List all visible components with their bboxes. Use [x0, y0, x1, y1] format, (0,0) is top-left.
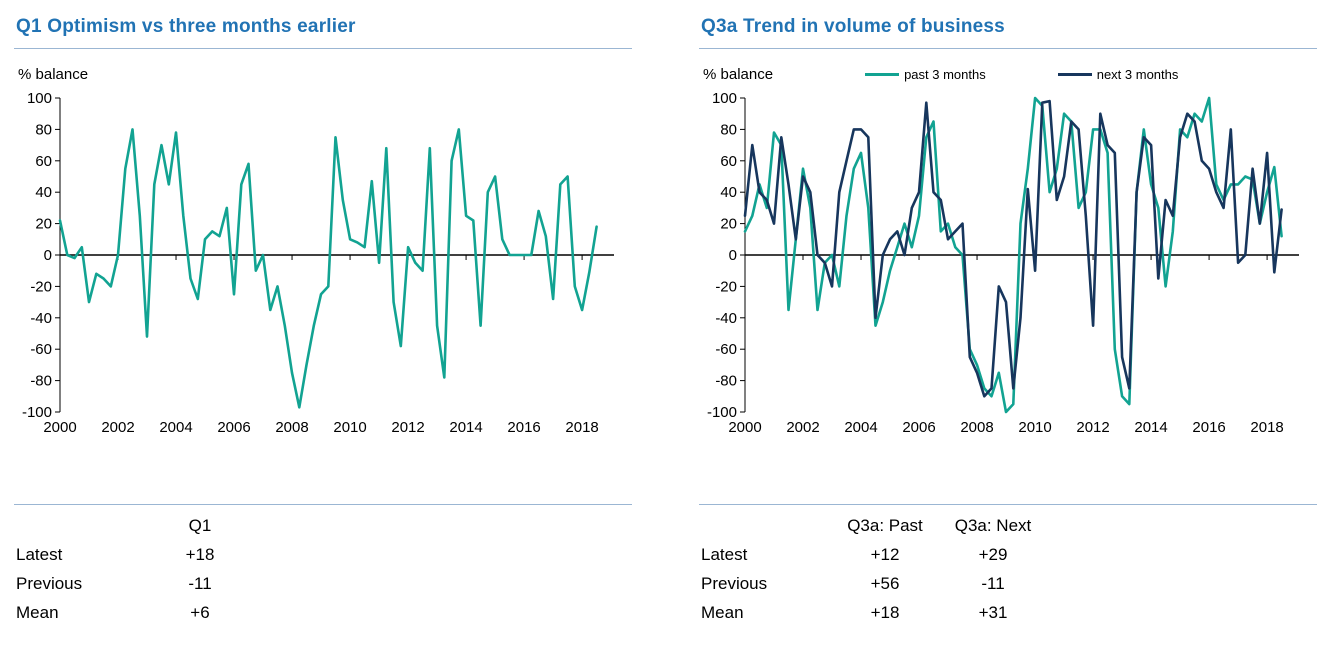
table-row: Latest +12 +29 [699, 540, 1317, 569]
svg-text:-40: -40 [715, 310, 737, 327]
svg-text:-20: -20 [715, 278, 737, 295]
table-row: Mean +6 [14, 598, 632, 627]
legend-label-next: next 3 months [1096, 66, 1179, 82]
right-table-divider [699, 504, 1317, 505]
svg-text:-60: -60 [30, 341, 52, 358]
left-title-divider [14, 48, 632, 49]
svg-text:40: 40 [35, 184, 52, 201]
optimism-line-chart: -100 -80 -60 -40 -20 0 20 40 60 80 100 2000 2002 2004… [22, 90, 614, 436]
row-label-latest: Latest [701, 545, 748, 564]
table-row: Latest +18 [14, 540, 632, 569]
svg-text:2014: 2014 [449, 419, 482, 436]
row-label-latest: Latest [16, 545, 63, 564]
svg-text:2018: 2018 [1250, 419, 1283, 436]
right-chart-header: % balance past 3 months next 3 months [703, 62, 1317, 86]
table-header-row: Q3a: Past Q3a: Next [699, 511, 1317, 540]
previous-next-value: -11 [981, 574, 1005, 593]
svg-text:0: 0 [729, 247, 737, 264]
previous-past-value: +56 [870, 574, 900, 593]
left-y-axis-label: % balance [18, 65, 89, 83]
right-chart-title: Q3a Trend in volume of business [701, 16, 1005, 37]
svg-text:-80: -80 [30, 373, 52, 390]
svg-text:2016: 2016 [1192, 419, 1225, 436]
svg-text:-60: -60 [715, 341, 737, 358]
svg-text:2002: 2002 [101, 419, 134, 436]
right-y-axis-label: % balance [703, 65, 774, 83]
svg-text:2008: 2008 [275, 419, 308, 436]
mean-past-value: +18 [870, 603, 900, 622]
svg-text:20: 20 [35, 216, 52, 233]
left-stats-table: Q1 Latest +18 Previous -11 Mean +6 [14, 511, 632, 627]
previous-q1-value: -11 [188, 574, 212, 593]
svg-text:2004: 2004 [844, 419, 877, 436]
svg-text:0: 0 [44, 247, 52, 264]
right-panel: Q3a Trend in volume of business % balanc… [699, 12, 1317, 627]
svg-text:100: 100 [27, 90, 52, 107]
legend-item-past: past 3 months [865, 67, 986, 82]
svg-text:60: 60 [35, 153, 52, 170]
svg-text:20: 20 [720, 216, 737, 233]
svg-text:2004: 2004 [159, 419, 192, 436]
svg-text:2002: 2002 [786, 419, 819, 436]
row-label-previous: Previous [701, 574, 768, 593]
left-chart-header: % balance [18, 62, 632, 86]
svg-text:2010: 2010 [333, 419, 366, 436]
legend-swatch-past [865, 72, 900, 76]
column-header-next: Q3a: Next [954, 516, 1032, 535]
svg-text:2006: 2006 [902, 419, 935, 436]
svg-text:2012: 2012 [391, 419, 424, 436]
mean-next-value: +31 [978, 603, 1008, 622]
latest-next-value: +29 [978, 545, 1008, 564]
column-header-q1: Q1 [188, 516, 212, 535]
svg-text:2008: 2008 [960, 419, 993, 436]
table-row: Previous -11 [14, 569, 632, 598]
row-label-mean: Mean [701, 603, 744, 622]
svg-text:2010: 2010 [1018, 419, 1051, 436]
svg-text:-20: -20 [30, 278, 52, 295]
svg-text:2006: 2006 [217, 419, 250, 436]
left-panel: Q1 Optimism vs three months earlier % ba… [14, 12, 632, 627]
svg-text:2000: 2000 [728, 419, 761, 436]
volume-trend-line-chart: -100 -80 -60 -40 -20 0 20 40 60 80 100 2000 2002 2004… [707, 90, 1299, 436]
chart-legend: past 3 months next 3 months [865, 67, 1178, 82]
row-label-mean: Mean [16, 603, 59, 622]
legend-label-past: past 3 months [904, 66, 986, 82]
left-table-divider [14, 504, 632, 505]
table-header-row: Q1 [14, 511, 632, 540]
empty-header-cell [14, 511, 146, 540]
left-chart-title: Q1 Optimism vs three months earlier [16, 16, 356, 37]
svg-text:100: 100 [712, 90, 737, 107]
table-row: Previous +56 -11 [699, 569, 1317, 598]
legend-swatch-next [1057, 72, 1092, 76]
latest-past-value: +12 [870, 545, 900, 564]
right-stats-table: Q3a: Past Q3a: Next Latest +12 +29 Previ… [699, 511, 1317, 627]
svg-text:80: 80 [720, 121, 737, 138]
svg-text:2016: 2016 [507, 419, 540, 436]
svg-text:-100: -100 [22, 404, 52, 421]
svg-text:2012: 2012 [1076, 419, 1109, 436]
svg-text:-100: -100 [707, 404, 737, 421]
svg-text:2018: 2018 [565, 419, 598, 436]
svg-text:2000: 2000 [43, 419, 76, 436]
column-header-past: Q3a: Past [847, 516, 923, 535]
table-row: Mean +18 +31 [699, 598, 1317, 627]
legend-item-next: next 3 months [1057, 66, 1179, 82]
row-label-previous: Previous [16, 574, 83, 593]
empty-header-cell [699, 511, 831, 540]
report-page: Q1 Optimism vs three months earlier % ba… [14, 12, 1317, 627]
right-title-divider [699, 48, 1317, 49]
svg-text:60: 60 [720, 153, 737, 170]
svg-text:2014: 2014 [1134, 419, 1167, 436]
svg-text:40: 40 [720, 184, 737, 201]
mean-q1-value: +6 [190, 603, 210, 622]
svg-text:80: 80 [35, 121, 52, 138]
svg-text:-80: -80 [715, 373, 737, 390]
svg-text:-40: -40 [30, 310, 52, 327]
latest-q1-value: +18 [185, 545, 215, 564]
